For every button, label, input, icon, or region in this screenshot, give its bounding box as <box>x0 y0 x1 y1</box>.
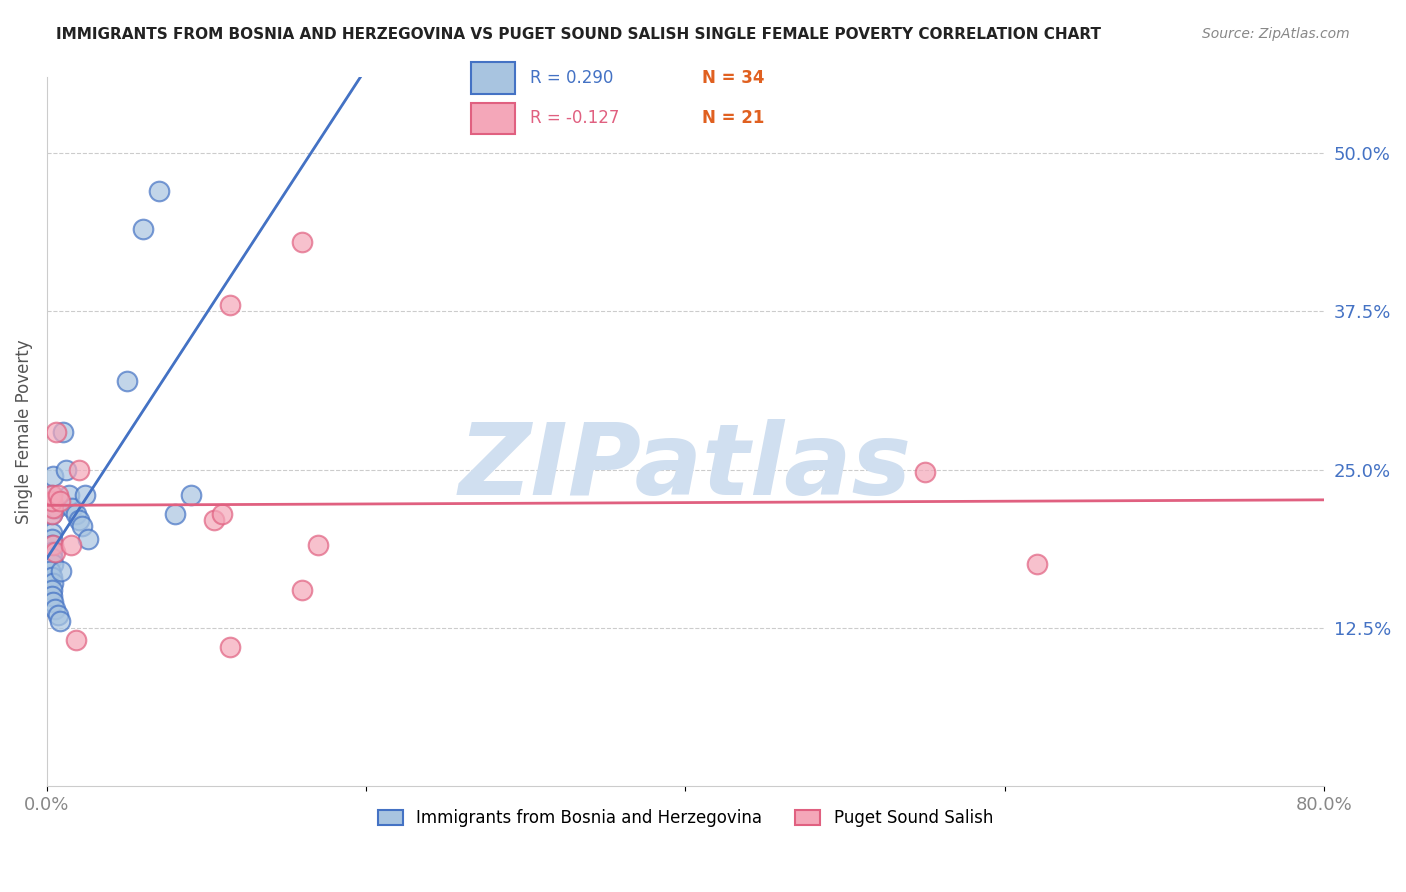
Point <box>67 513 90 527</box>
Point <box>48 494 70 508</box>
Point <box>41 551 63 566</box>
Point <box>42 558 65 572</box>
Point <box>41 589 63 603</box>
Text: Source: ZipAtlas.com: Source: ZipAtlas.com <box>1202 27 1350 41</box>
Point <box>291 235 314 249</box>
Point <box>42 469 65 483</box>
Point <box>41 545 63 559</box>
Point <box>41 494 63 508</box>
Point <box>41 488 63 502</box>
Point <box>65 507 87 521</box>
Point <box>39 564 62 578</box>
Point <box>55 462 77 476</box>
Point <box>67 462 90 476</box>
Point <box>148 184 170 198</box>
Point <box>42 500 65 515</box>
Text: N = 34: N = 34 <box>702 69 763 87</box>
Legend: Immigrants from Bosnia and Herzegovina, Puget Sound Salish: Immigrants from Bosnia and Herzegovina, … <box>371 803 1000 834</box>
Point <box>914 465 936 479</box>
Point <box>42 576 65 591</box>
Point <box>65 633 87 648</box>
Point <box>41 570 63 584</box>
Point <box>211 507 233 521</box>
Point <box>62 500 84 515</box>
Point <box>41 507 63 521</box>
Point <box>45 425 67 439</box>
Point <box>42 595 65 609</box>
Point <box>45 500 67 515</box>
Point <box>219 298 242 312</box>
Point <box>42 538 65 552</box>
Point <box>75 488 97 502</box>
Point <box>291 582 314 597</box>
Point <box>1025 558 1047 572</box>
FancyBboxPatch shape <box>471 103 515 134</box>
Point <box>219 640 242 654</box>
Text: ZIPatlas: ZIPatlas <box>458 418 912 516</box>
FancyBboxPatch shape <box>471 62 515 94</box>
Point <box>41 507 63 521</box>
Point <box>131 222 153 236</box>
Point <box>41 488 63 502</box>
Point <box>70 519 93 533</box>
Text: N = 21: N = 21 <box>702 109 763 127</box>
Text: R = -0.127: R = -0.127 <box>530 109 619 127</box>
Point <box>46 607 69 622</box>
Point <box>163 507 186 521</box>
Point <box>115 374 138 388</box>
Point <box>44 601 66 615</box>
Text: IMMIGRANTS FROM BOSNIA AND HERZEGOVINA VS PUGET SOUND SALISH SINGLE FEMALE POVER: IMMIGRANTS FROM BOSNIA AND HERZEGOVINA V… <box>56 27 1101 42</box>
Point <box>51 564 73 578</box>
Point <box>46 488 69 502</box>
Point <box>180 488 202 502</box>
Point <box>52 425 75 439</box>
Point <box>59 538 82 552</box>
Point <box>41 582 63 597</box>
Y-axis label: Single Female Poverty: Single Female Poverty <box>15 339 32 524</box>
Point <box>41 538 63 552</box>
Point <box>204 513 226 527</box>
Point <box>44 545 66 559</box>
Point <box>77 532 100 546</box>
Point <box>307 538 329 552</box>
Point <box>41 532 63 546</box>
Point <box>41 525 63 540</box>
Point <box>58 488 80 502</box>
Point <box>48 615 70 629</box>
Text: R = 0.290: R = 0.290 <box>530 69 613 87</box>
